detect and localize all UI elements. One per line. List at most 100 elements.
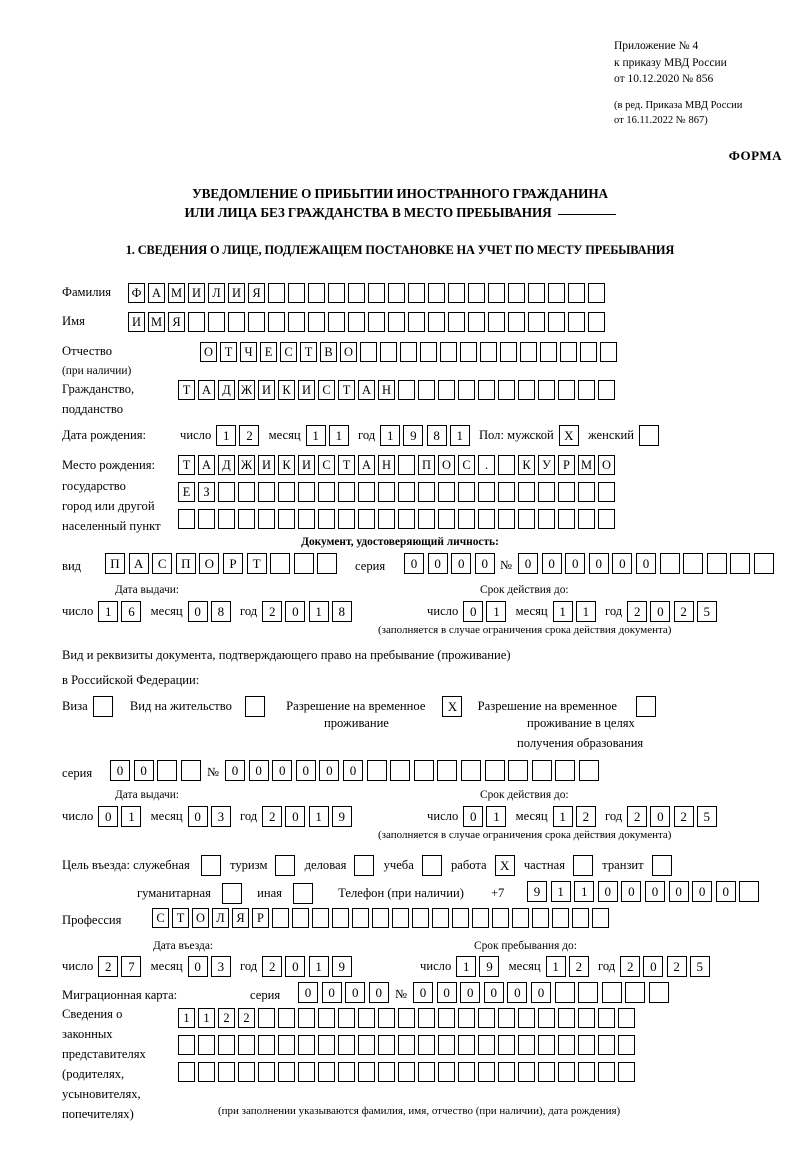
patr-cell-5[interactable]: С: [280, 342, 297, 362]
doc-issue-date-group[interactable]: число 1 6 месяц 0 8 год 2 0 1 8: [62, 601, 355, 622]
ph-cell-3[interactable]: 1: [574, 881, 595, 902]
lg1-cell-7[interactable]: [298, 1008, 315, 1028]
name-cell-4[interactable]: [188, 312, 205, 332]
bp1-cell-7[interactable]: И: [298, 455, 315, 475]
citiz-cell-10[interactable]: А: [358, 380, 375, 400]
bp3-cell-1[interactable]: [178, 509, 195, 529]
bp1-cell-18[interactable]: К: [518, 455, 535, 475]
bp2-cell-21[interactable]: [578, 482, 595, 502]
lg1-cell-9[interactable]: [338, 1008, 355, 1028]
name-cell-24[interactable]: [588, 312, 605, 332]
doc-issue-day-2[interactable]: 6: [121, 601, 142, 622]
bp2-cell-20[interactable]: [558, 482, 575, 502]
birth-day-2[interactable]: 2: [239, 425, 260, 446]
ps-cell-4[interactable]: [180, 760, 201, 781]
lg2-cell-16[interactable]: [478, 1035, 495, 1055]
stay-day-2[interactable]: 9: [479, 956, 500, 977]
purpose-private-checkbox[interactable]: [572, 855, 593, 876]
citiz-cell-7[interactable]: И: [298, 380, 315, 400]
ms-cell-2[interactable]: 0: [321, 982, 342, 1003]
name-cell-23[interactable]: [568, 312, 585, 332]
patr-cell-1[interactable]: О: [200, 342, 217, 362]
bp1-cell-8[interactable]: С: [318, 455, 335, 475]
lg1-cell-16[interactable]: [478, 1008, 495, 1028]
sex-female-checkbox[interactable]: [639, 425, 660, 446]
lg2-cell-21[interactable]: [578, 1035, 595, 1055]
ps-cell-3[interactable]: [157, 760, 178, 781]
mn-cell-2[interactable]: 0: [436, 982, 457, 1003]
birth-year-1[interactable]: 1: [380, 425, 401, 446]
citiz-cell-12[interactable]: [398, 380, 415, 400]
patr-cell-12[interactable]: [420, 342, 437, 362]
stay-month-2[interactable]: 2: [568, 956, 589, 977]
lg1-cell-12[interactable]: [398, 1008, 415, 1028]
lg2-cell-1[interactable]: [178, 1035, 195, 1055]
pn-cell-11[interactable]: [460, 760, 481, 781]
lg2-cell-17[interactable]: [498, 1035, 515, 1055]
citiz-cell-2[interactable]: А: [198, 380, 215, 400]
citiz-cell-15[interactable]: [458, 380, 475, 400]
doc-issue-month-1[interactable]: 0: [187, 601, 208, 622]
bp1-cell-14[interactable]: О: [438, 455, 455, 475]
citiz-cell-8[interactable]: С: [318, 380, 335, 400]
lg1-cell-13[interactable]: [418, 1008, 435, 1028]
surname-cell-21[interactable]: [528, 283, 545, 303]
doc-valid-month-1[interactable]: 1: [552, 601, 573, 622]
mn-cell-4[interactable]: 0: [483, 982, 504, 1003]
lg3-cell-20[interactable]: [558, 1062, 575, 1082]
lg3-cell-9[interactable]: [338, 1062, 355, 1082]
name-cell-19[interactable]: [488, 312, 505, 332]
patr-cell-21[interactable]: [600, 342, 617, 362]
lg3-cell-8[interactable]: [318, 1062, 335, 1082]
lg2-cell-20[interactable]: [558, 1035, 575, 1055]
lg3-cell-11[interactable]: [378, 1062, 395, 1082]
name-cell-1[interactable]: И: [128, 312, 145, 332]
dn-cell-8[interactable]: [683, 553, 704, 574]
citiz-cell-3[interactable]: Д: [218, 380, 235, 400]
doc-valid-year-2[interactable]: 0: [650, 601, 671, 622]
dn-cell-3[interactable]: 0: [565, 553, 586, 574]
dk-cell-5[interactable]: О: [199, 553, 220, 574]
patr-cell-17[interactable]: [520, 342, 537, 362]
entry-day-2[interactable]: 7: [121, 956, 142, 977]
bp3-cell-5[interactable]: [258, 509, 275, 529]
name-cell-14[interactable]: [388, 312, 405, 332]
patr-cell-4[interactable]: Е: [260, 342, 277, 362]
name-cell-8[interactable]: [268, 312, 285, 332]
lg2-cell-4[interactable]: [238, 1035, 255, 1055]
bp2-cell-3[interactable]: [218, 482, 235, 502]
dn-cell-2[interactable]: 0: [541, 553, 562, 574]
patr-cell-18[interactable]: [540, 342, 557, 362]
bp2-cell-1[interactable]: Е: [178, 482, 195, 502]
lg3-cell-1[interactable]: [178, 1062, 195, 1082]
purpose-official-checkbox[interactable]: [200, 855, 221, 876]
bp3-cell-22[interactable]: [598, 509, 615, 529]
lg3-cell-12[interactable]: [398, 1062, 415, 1082]
mn-cell-10[interactable]: [625, 982, 646, 1003]
temp-residence-edu-checkbox[interactable]: [636, 696, 656, 717]
patr-cell-20[interactable]: [580, 342, 597, 362]
bp3-cell-4[interactable]: [238, 509, 255, 529]
bp1-cell-4[interactable]: Ж: [238, 455, 255, 475]
doc-issue-day-1[interactable]: 1: [98, 601, 119, 622]
ph-cell-9[interactable]: 0: [715, 881, 736, 902]
bp2-cell-4[interactable]: [238, 482, 255, 502]
lg2-cell-14[interactable]: [438, 1035, 455, 1055]
permit-valid-date-group[interactable]: число 0 1 месяц 1 2 год 2 0 2 5: [427, 806, 720, 827]
permit-issue-day-1[interactable]: 0: [98, 806, 119, 827]
purpose-second-row-group[interactable]: гуманитарная иная Телефон (при наличии) …: [137, 883, 509, 904]
bp1-cell-5[interactable]: И: [258, 455, 275, 475]
surname-cell-12[interactable]: [348, 283, 365, 303]
citiz-cell-5[interactable]: И: [258, 380, 275, 400]
permit-issue-day-2[interactable]: 1: [121, 806, 142, 827]
stay-year-3[interactable]: 2: [666, 956, 687, 977]
surname-cell-24[interactable]: [588, 283, 605, 303]
patr-cell-11[interactable]: [400, 342, 417, 362]
lg2-cell-23[interactable]: [618, 1035, 635, 1055]
bp1-cell-3[interactable]: Д: [218, 455, 235, 475]
ds-cell-4[interactable]: 0: [474, 553, 495, 574]
stay-year-2[interactable]: 0: [643, 956, 664, 977]
lg1-cell-19[interactable]: [538, 1008, 555, 1028]
